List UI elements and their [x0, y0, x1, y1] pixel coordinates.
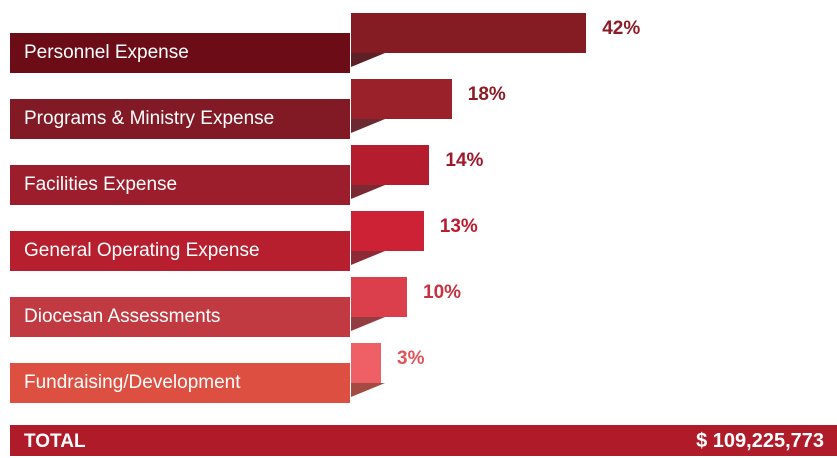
- category-label: Fundraising/Development: [10, 363, 350, 403]
- bar-row: Facilities Expense 14%: [0, 145, 837, 205]
- bar: [351, 343, 381, 383]
- bar-fold-shadow: [351, 185, 385, 199]
- bar-row: Personnel Expense 42%: [0, 13, 837, 73]
- total-label: TOTAL: [24, 431, 86, 452]
- bar-fold-shadow: [351, 119, 385, 133]
- value-label: 42%: [602, 18, 641, 39]
- bar: [351, 13, 587, 53]
- value-label: 14%: [445, 150, 484, 171]
- category-label: Programs & Ministry Expense: [10, 99, 350, 139]
- bar-row: Fundraising/Development 3%: [0, 343, 837, 403]
- bar-fold-shadow: [351, 251, 385, 265]
- bar-fold-shadow: [351, 317, 385, 331]
- bar-row: Programs & Ministry Expense 18%: [0, 79, 837, 139]
- total-bar: TOTAL $ 109,225,773: [10, 425, 837, 456]
- category-label: Personnel Expense: [10, 33, 350, 73]
- bar-row: General Operating Expense 13%: [0, 211, 837, 271]
- category-label: Diocesan Assessments: [10, 297, 350, 337]
- bar-fold-shadow: [351, 53, 385, 67]
- category-label: Facilities Expense: [10, 165, 350, 205]
- value-label: 13%: [439, 216, 478, 237]
- bar: [351, 277, 407, 317]
- value-label: 3%: [397, 348, 425, 369]
- bar: [351, 211, 424, 251]
- bar: [351, 79, 452, 119]
- total-value: $ 109,225,773: [696, 430, 824, 452]
- bar-fold-shadow: [351, 383, 385, 397]
- bar: [351, 145, 430, 185]
- category-label: General Operating Expense: [10, 231, 350, 271]
- value-label: 18%: [467, 84, 506, 105]
- value-label: 10%: [423, 282, 462, 303]
- bar-row: Diocesan Assessments 10%: [0, 277, 837, 337]
